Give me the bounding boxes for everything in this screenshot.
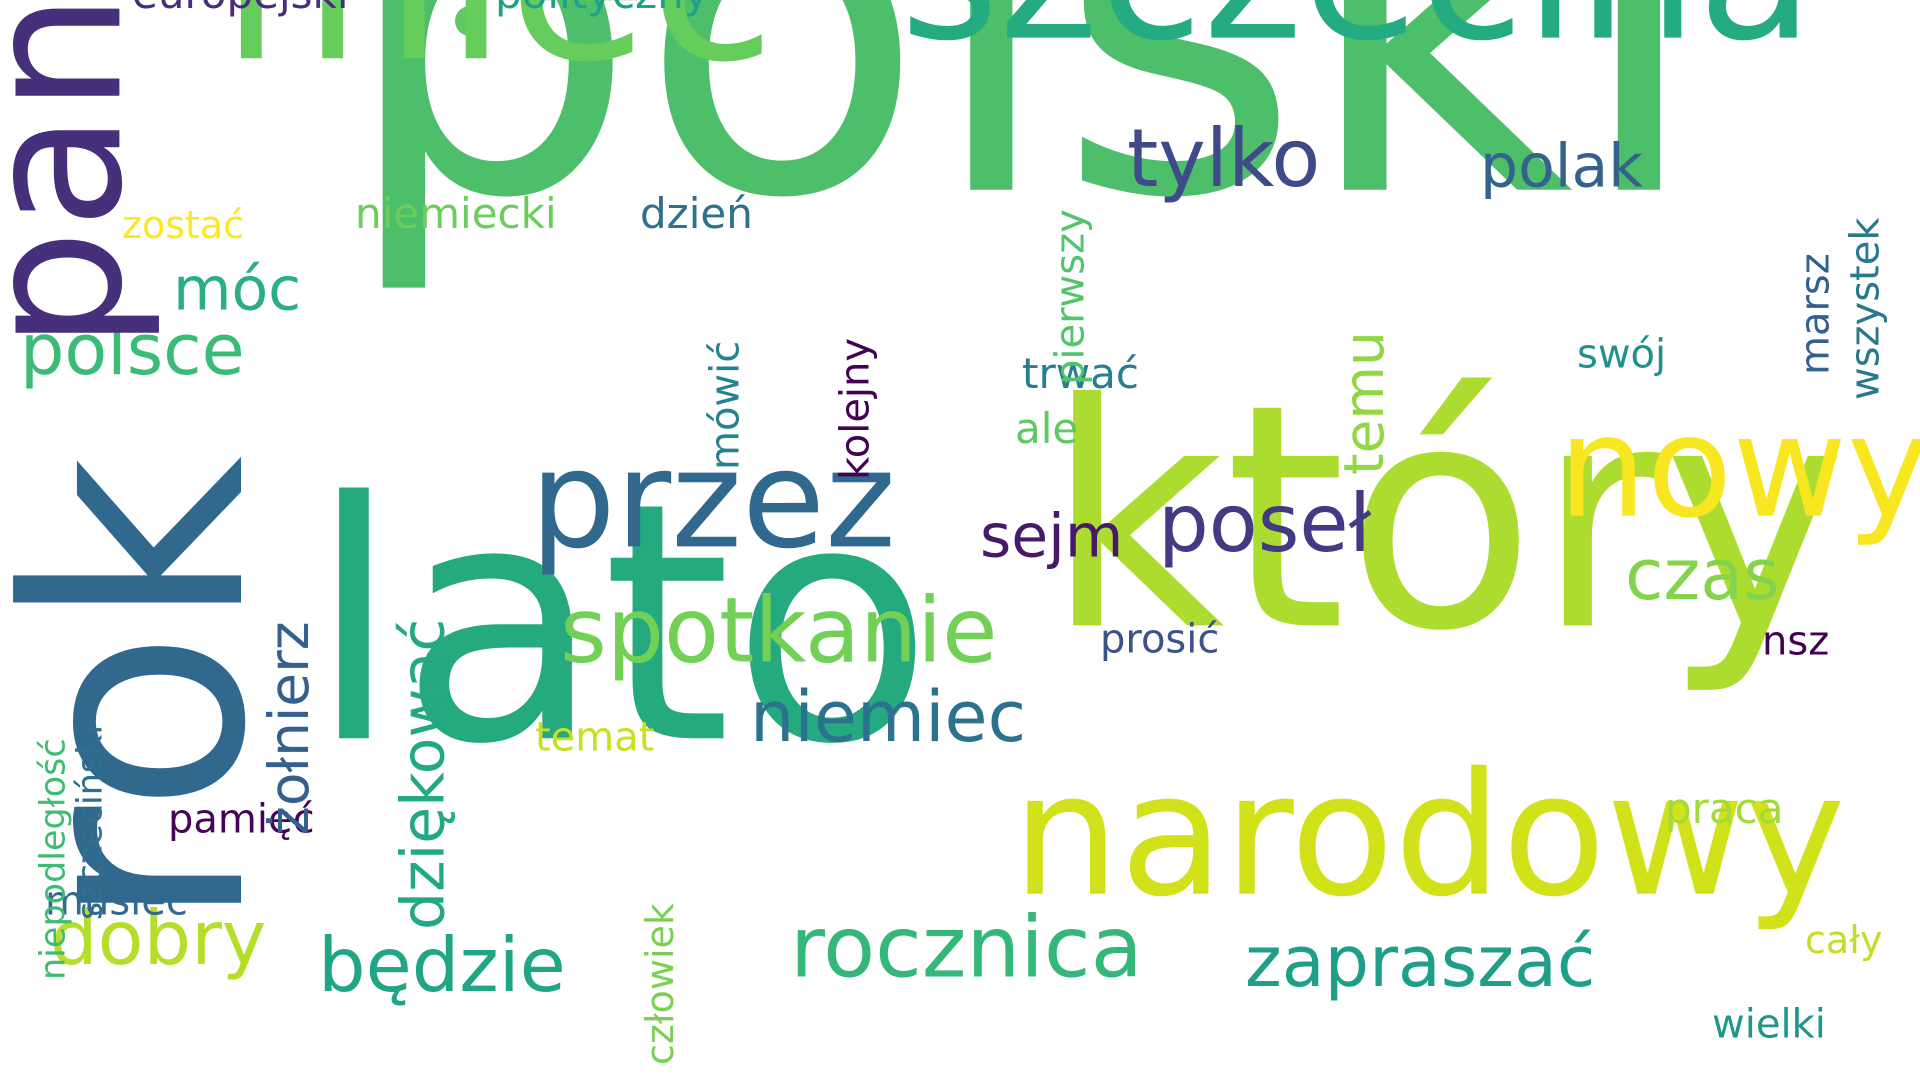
word-spotkanie: spotkanie <box>560 578 998 684</box>
word-caly: cały <box>1805 918 1883 963</box>
word-bedzie: będzie <box>318 921 566 1009</box>
word-wszystek: wszystek <box>1842 217 1889 400</box>
word-lato: lato <box>308 432 934 817</box>
word-szczecinski: szczeciński <box>70 724 111 920</box>
word-niemiecki: niemiecki <box>355 189 557 239</box>
word-dzien: dzień <box>640 189 753 239</box>
word-niemiec: niemiec <box>750 675 1027 758</box>
word-narodowy: narodowy <box>1012 736 1846 935</box>
word-nsz: nsz <box>1762 618 1830 665</box>
word-ale: ale <box>1015 404 1079 454</box>
word-praca: praca <box>1665 784 1784 834</box>
word-nowy: nowy <box>1558 386 1920 550</box>
word-rocznica: rocznica <box>790 898 1143 998</box>
word-moc: móc <box>173 254 302 325</box>
word-czlowiek: człowiek <box>637 903 682 1065</box>
word-polski: polski <box>340 0 1705 301</box>
word-ktory: który <box>1045 338 1847 700</box>
word-musiec: musieć <box>45 878 188 925</box>
word-polak: polak <box>1480 131 1643 202</box>
dot-mark <box>455 6 485 36</box>
word-kolejny: kolejny <box>832 337 879 480</box>
word-niepodleglosc: niepodległość <box>33 738 74 980</box>
word-pan: pan <box>0 0 165 350</box>
word-przez: przez <box>530 421 896 579</box>
word-wielki: wielki <box>1712 1001 1826 1048</box>
word-dobry: dobry <box>50 894 267 982</box>
word-swoj: swój <box>1577 331 1667 378</box>
word-mowic: mówić <box>702 340 749 470</box>
word-szczecina: szczecina <box>900 0 1814 68</box>
word-trwac: trwać <box>1022 349 1139 399</box>
word-polityczny: polityczny <box>495 0 709 15</box>
word-dziekowac: dziękować <box>388 618 459 930</box>
word-pamiec: pamięć <box>168 796 315 843</box>
word-sejm: sejm <box>980 501 1124 572</box>
word-zostac: zostać <box>122 203 245 248</box>
word-zolnierz: żołnierz <box>256 621 321 835</box>
word-tylko: tylko <box>1127 112 1321 206</box>
word-zapraszac: zapraszać <box>1245 920 1596 1003</box>
word-posel: poseł <box>1158 477 1372 571</box>
word-polsce: polsce <box>20 308 245 391</box>
word-pierwszy: pierwszy <box>1047 209 1094 385</box>
word-europejski: europejski <box>132 0 349 15</box>
word-temu: temu <box>1331 331 1396 475</box>
word-czas: czas <box>1625 533 1780 616</box>
word-marsz: marsz <box>1792 253 1839 375</box>
word-miec: mieć <box>220 0 776 95</box>
word-temat: temat <box>535 714 655 761</box>
word-prosic: prosić <box>1100 616 1220 663</box>
